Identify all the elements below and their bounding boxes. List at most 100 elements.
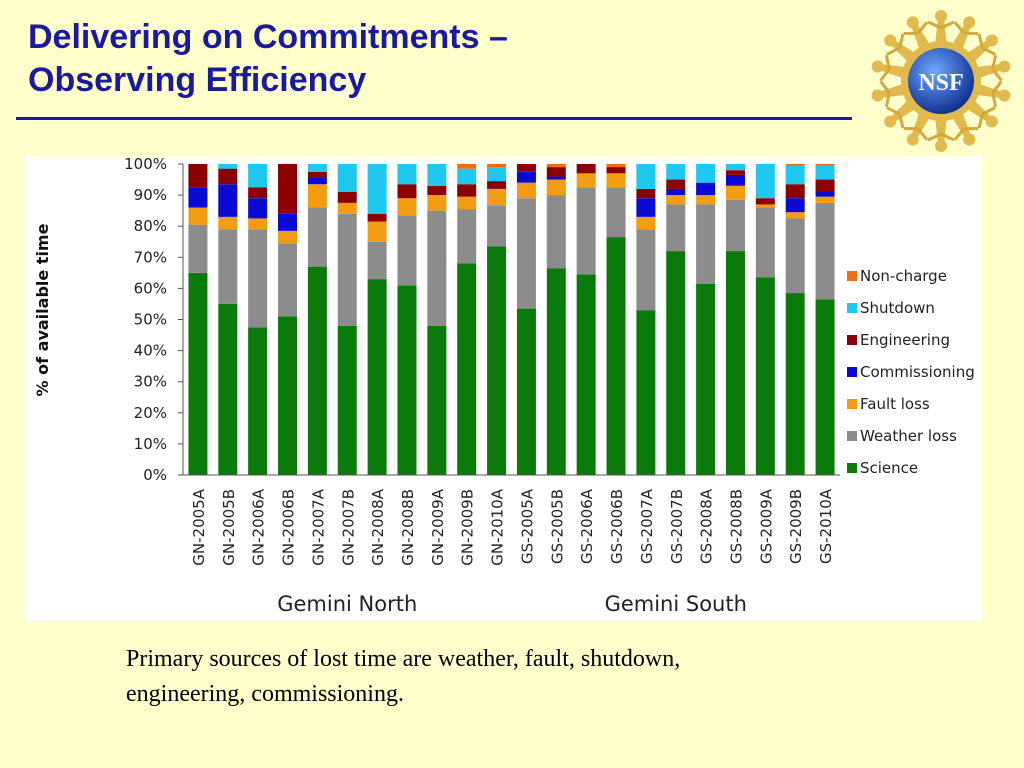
x-tick-label: GS-2009A	[757, 488, 775, 564]
bar-segment-fault-loss	[636, 216, 656, 230]
bar-segment-fault-loss	[487, 188, 507, 206]
nsf-ray-node	[906, 16, 919, 29]
x-ticks: GN-2005A GN-2005B GN-2006A GN-2006B GN-2007A…	[190, 488, 835, 565]
bar-segment-commissioning	[188, 187, 208, 208]
bar-segment-non-charge	[815, 164, 835, 166]
nsf-ray-node	[871, 89, 884, 102]
bar-segment-non-charge	[487, 164, 507, 168]
legend-label: Engineering	[860, 331, 950, 349]
bar-segment-science	[606, 237, 626, 475]
bar-segment-engineering	[785, 184, 805, 199]
x-tick-label: GN-2005A	[190, 488, 208, 565]
nsf-ray-branch	[879, 54, 891, 82]
x-tick-label: GS-2005A	[518, 488, 536, 564]
bar-segment-fault-loss	[606, 173, 626, 188]
bar-segment-weather-loss	[815, 202, 835, 300]
bar-segment-science	[666, 251, 686, 475]
y-tick-label: 80%	[134, 217, 167, 235]
y-tick-label: 70%	[134, 248, 167, 266]
bar-segment-shutdown	[248, 164, 268, 188]
bar-segment-commissioning	[785, 198, 805, 213]
bars	[188, 164, 835, 475]
bar-segment-science	[427, 325, 447, 475]
bar-segment-engineering	[755, 198, 775, 205]
caption-line-2: engineering, commissioning.	[126, 681, 404, 707]
legend-swatch	[847, 431, 857, 441]
y-tick-label: 100%	[124, 155, 167, 173]
bar-segment-weather-loss	[546, 195, 566, 269]
bar-segment-engineering	[666, 179, 686, 189]
legend-swatch	[847, 335, 857, 345]
x-tick-label: GS-2008A	[698, 488, 716, 564]
legend-swatch	[847, 271, 857, 281]
bar-segment-weather-loss	[248, 229, 268, 328]
legend-swatch	[847, 399, 857, 409]
bar-segment-science	[457, 263, 477, 475]
bar-segment-engineering	[248, 187, 268, 199]
bar-segment-commissioning	[636, 198, 656, 217]
bar-segment-weather-loss	[397, 215, 417, 286]
bar-segment-science	[188, 272, 208, 475]
nsf-ray-branch	[977, 106, 996, 129]
bar-segment-weather-loss	[218, 229, 238, 304]
group-labels: Gemini North Gemini South	[277, 592, 747, 616]
bar-segment-science	[546, 268, 566, 475]
title-line-2: Observing Efficiency	[28, 61, 367, 99]
bar-segment-fault-loss	[218, 216, 238, 230]
bar-segment-commissioning	[278, 213, 298, 231]
x-tick-label: GN-2007A	[309, 488, 327, 565]
bar-segment-shutdown	[666, 164, 686, 180]
bar-segment-engineering	[278, 164, 298, 214]
y-ticks: 0% 10% 20% 30% 40% 50% 60% 70% 80% 90% 100%	[124, 155, 183, 484]
bar-segment-commissioning	[516, 171, 536, 183]
bar-segment-fault-loss	[755, 204, 775, 208]
nsf-ray-branch	[879, 80, 891, 108]
bar-segment-fault-loss	[546, 179, 566, 196]
legend-label: Non-charge	[860, 267, 947, 285]
bar-segment-weather-loss	[307, 207, 327, 267]
nsf-ray-branch	[886, 33, 905, 56]
bar-segment-fault-loss	[815, 196, 835, 203]
legend-label: Weather loss	[860, 427, 957, 445]
bar-segment-weather-loss	[337, 213, 357, 326]
bar-segment-commissioning	[546, 176, 566, 180]
nsf-ray-node	[985, 34, 998, 47]
x-tick-label: GS-2008B	[727, 489, 745, 564]
bar-segment-engineering	[337, 191, 357, 203]
y-tick-label: 20%	[134, 404, 167, 422]
caption: Primary sources of lost time are weather…	[126, 642, 906, 712]
bar-segment-fault-loss	[397, 198, 417, 216]
legend-label: Science	[860, 459, 918, 477]
y-tick-label: 50%	[134, 311, 167, 329]
bar-segment-weather-loss	[516, 198, 536, 309]
bar-segment-fault-loss	[666, 195, 686, 205]
bar-segment-engineering	[546, 167, 566, 177]
group-label: Gemini North	[277, 592, 417, 616]
bar-segment-weather-loss	[487, 205, 507, 247]
bar-segment-fault-loss	[248, 218, 268, 230]
x-tick-label: GN-2005B	[220, 489, 238, 566]
nsf-ray-stem	[973, 64, 1004, 80]
nsf-ray	[871, 80, 909, 108]
bar-segment-engineering	[427, 185, 447, 196]
bar-segment-engineering	[576, 164, 596, 174]
bar-segment-non-charge	[606, 164, 626, 168]
bar-segment-weather-loss	[367, 241, 387, 280]
bar-segment-science	[248, 327, 268, 475]
x-tick-label: GS-2006B	[608, 489, 626, 564]
bar-segment-science	[755, 277, 775, 475]
chart-panel: % of available time 0% 10% 20% 30% 40% 50% 60%…	[26, 155, 982, 621]
y-tick-label: 10%	[134, 435, 167, 453]
x-tick-label: GN-2008B	[399, 489, 417, 566]
bar-segment-fault-loss	[516, 182, 536, 199]
nsf-ray-node	[963, 133, 976, 146]
nsf-ray-branch	[927, 20, 955, 30]
bar-segment-shutdown	[307, 164, 327, 172]
bar-segment-fault-loss	[576, 173, 596, 188]
bar-segment-science	[516, 308, 536, 475]
bar-segment-shutdown	[755, 164, 775, 199]
bar-segment-weather-loss	[457, 209, 477, 264]
x-tick-label: GS-2007B	[668, 489, 686, 564]
bar-segment-weather-loss	[427, 210, 447, 326]
nsf-ray-node	[884, 34, 897, 47]
